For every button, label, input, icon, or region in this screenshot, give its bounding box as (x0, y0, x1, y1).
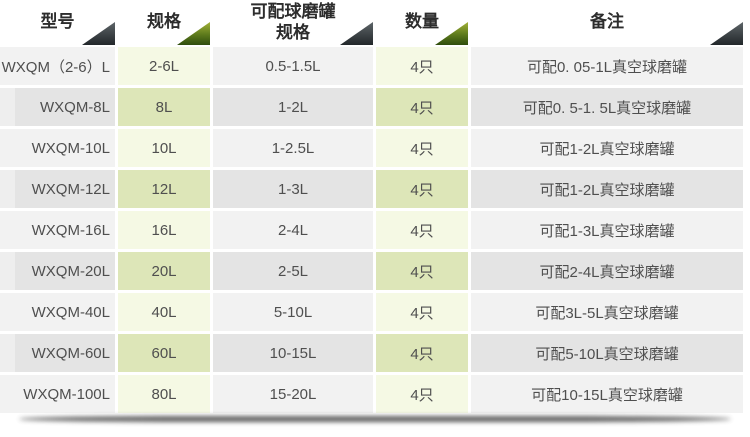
cell-model: WXQM-16L (0, 211, 115, 249)
column-header-label: 数量 (405, 12, 439, 32)
column-header-jar-spec: 可配球磨罐 规格 (213, 0, 373, 45)
cell-model: WXQM-10L (0, 129, 115, 167)
table-row: WXQM-16L 16L 2-4L 4只 可配1-3L真空球磨罐 (0, 211, 750, 249)
table-header-row: 型号 规格 可配球磨罐 规格 数量 备注 (0, 0, 750, 45)
cell-jar-spec: 2-5L (213, 252, 373, 290)
column-header-remarks: 备注 (471, 0, 743, 45)
corner-fold-icon (710, 22, 743, 45)
cell-jar-spec: 10-15L (213, 334, 373, 372)
cell-quantity: 4只 (376, 211, 468, 249)
cell-remarks: 可配2-4L真空球磨罐 (471, 252, 743, 290)
cell-quantity: 4只 (376, 375, 468, 413)
table-row: WXQM（2-6）L 2-6L 0.5-1.5L 4只 可配0. 05-1L真空… (0, 47, 750, 85)
cell-spec: 16L (118, 211, 210, 249)
cell-quantity: 4只 (376, 88, 468, 126)
cell-model: WXQM-60L (0, 334, 115, 372)
cell-quantity: 4只 (376, 129, 468, 167)
cell-quantity: 4只 (376, 252, 468, 290)
table-row: WXQM-8L 8L 1-2L 4只 可配0. 5-1. 5L真空球磨罐 (0, 88, 750, 126)
cell-model: WXQM-20L (0, 252, 115, 290)
cell-jar-spec: 0.5-1.5L (213, 47, 373, 85)
column-header-label: 规格 (147, 12, 181, 32)
cell-remarks: 可配3L-5L真空球磨罐 (471, 293, 743, 331)
cell-spec: 2-6L (118, 47, 210, 85)
cell-jar-spec: 15-20L (213, 375, 373, 413)
column-header-label: 型号 (40, 12, 75, 32)
cell-jar-spec: 5-10L (213, 293, 373, 331)
corner-fold-icon (340, 22, 373, 45)
cell-jar-spec: 2-4L (213, 211, 373, 249)
column-header-label: 备注 (590, 12, 624, 32)
table-row: WXQM-12L 12L 1-3L 4只 可配1-2L真空球磨罐 (0, 170, 750, 208)
table-row: WXQM-20L 20L 2-5L 4只 可配2-4L真空球磨罐 (0, 252, 750, 290)
cell-remarks: 可配10-15L真空球磨罐 (471, 375, 743, 413)
cell-model: WXQM-8L (0, 88, 115, 126)
cell-spec: 8L (118, 88, 210, 126)
cell-spec: 20L (118, 252, 210, 290)
cell-model: WXQM-100L (0, 375, 115, 413)
table-row: WXQM-60L 60L 10-15L 4只 可配5-10L真空球磨罐 (0, 334, 750, 372)
column-header-spec: 规格 (118, 0, 210, 45)
cell-remarks: 可配0. 5-1. 5L真空球磨罐 (471, 88, 743, 126)
cell-spec: 80L (118, 375, 210, 413)
cell-remarks: 可配1-2L真空球磨罐 (471, 170, 743, 208)
cell-remarks: 可配0. 05-1L真空球磨罐 (471, 47, 743, 85)
cell-quantity: 4只 (376, 293, 468, 331)
table-row: WXQM-40L 40L 5-10L 4只 可配3L-5L真空球磨罐 (0, 293, 750, 331)
cell-model: WXQM（2-6）L (0, 47, 115, 85)
cell-jar-spec: 1-2.5L (213, 129, 373, 167)
cell-quantity: 4只 (376, 334, 468, 372)
corner-fold-icon (177, 22, 210, 45)
column-header-model: 型号 (0, 0, 115, 45)
cell-quantity: 4只 (376, 170, 468, 208)
table-drop-shadow (19, 416, 731, 422)
table-body: WXQM（2-6）L 2-6L 0.5-1.5L 4只 可配0. 05-1L真空… (0, 47, 750, 413)
cell-remarks: 可配1-3L真空球磨罐 (471, 211, 743, 249)
column-header-quantity: 数量 (376, 0, 468, 45)
cell-spec: 60L (118, 334, 210, 372)
table-row: WXQM-10L 10L 1-2.5L 4只 可配1-2L真空球磨罐 (0, 129, 750, 167)
cell-model: WXQM-40L (0, 293, 115, 331)
corner-fold-icon (435, 22, 468, 45)
cell-jar-spec: 1-3L (213, 170, 373, 208)
corner-fold-icon (82, 22, 115, 45)
cell-model: WXQM-12L (0, 170, 115, 208)
cell-jar-spec: 1-2L (213, 88, 373, 126)
cell-quantity: 4只 (376, 47, 468, 85)
cell-spec: 40L (118, 293, 210, 331)
cell-spec: 12L (118, 170, 210, 208)
column-header-label: 可配球磨罐 规格 (250, 2, 336, 42)
table-row: WXQM-100L 80L 15-20L 4只 可配10-15L真空球磨罐 (0, 375, 750, 413)
cell-remarks: 可配1-2L真空球磨罐 (471, 129, 743, 167)
cell-remarks: 可配5-10L真空球磨罐 (471, 334, 743, 372)
cell-spec: 10L (118, 129, 210, 167)
